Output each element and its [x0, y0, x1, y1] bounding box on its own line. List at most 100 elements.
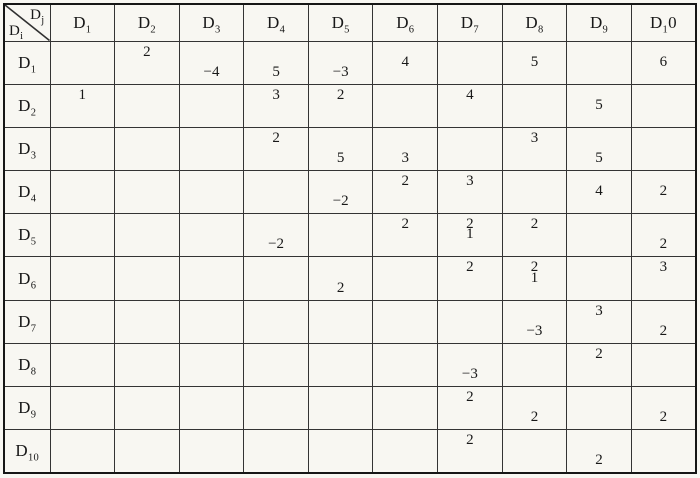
cell-d10-d7: 2	[437, 429, 503, 474]
cell-d6-d10: 3	[630, 256, 697, 301]
cell-value: 5	[595, 96, 603, 113]
cell-d9-d4	[243, 385, 309, 431]
cell-value: 2	[659, 236, 668, 253]
matrix-row-d8: D8 −3 2	[3, 342, 697, 388]
col-header-label: D2	[137, 12, 156, 35]
label-subscript: 5	[344, 24, 350, 36]
cell-d1-d1	[49, 40, 116, 85]
label-subscript: 3	[214, 24, 221, 36]
cell-d4-d9: 4	[566, 170, 632, 215]
col-header-d6: D6	[372, 3, 439, 42]
corner-diagonal-line	[5, 5, 50, 41]
cell-value: 5	[336, 150, 345, 167]
cell-d6-d2	[114, 256, 180, 301]
cell-d9-d5	[307, 385, 374, 431]
cell-value: 2	[466, 432, 474, 449]
corner-col-axis-label: Dj	[30, 7, 45, 26]
cell-value: 2	[143, 43, 151, 60]
cell-d5-d9	[566, 213, 632, 258]
row-header-label: D6	[18, 269, 37, 291]
col-header-d10: D10	[630, 3, 697, 42]
cell-d4-d8	[501, 170, 568, 215]
row-header-label: D10	[15, 441, 39, 463]
cell-d4-d10: 2	[630, 170, 697, 215]
cell-d5-d2	[114, 213, 180, 258]
cell-d8-d7: −3	[437, 342, 503, 388]
cell-value: 5	[530, 53, 539, 70]
cell-value: 2	[466, 259, 474, 276]
cell-d3-d5: 5	[307, 126, 374, 172]
d-matrix-table: Dj Di D1 D2 D3 D4 D5 D6 D7 D8 D9 D10 D1 2 −4 5 −3 4 5 6 D2 1 3…	[3, 3, 697, 474]
cell-d4-d5: −2	[307, 170, 374, 215]
label-base: D	[18, 52, 31, 72]
cell-d1-d4: 5	[243, 40, 309, 85]
col-header-d5: D5	[307, 3, 374, 42]
cell-value: 4	[466, 86, 474, 103]
cell-value: 4	[401, 53, 410, 70]
cell-d7-d4	[243, 299, 309, 344]
cell-d4-d3	[178, 170, 245, 215]
col-header-label: D1	[73, 13, 91, 35]
col-header-label: D4	[267, 13, 286, 36]
cell-d1-d6: 4	[372, 40, 439, 85]
row-header-label: D4	[18, 182, 36, 204]
cell-value: 1	[78, 86, 87, 103]
cell-d2-d1: 1	[49, 83, 116, 128]
label-subscript: j	[41, 15, 45, 26]
cell-value: 2	[401, 173, 410, 190]
cell-value: −2	[332, 193, 349, 210]
label-subscript: 6	[408, 24, 415, 36]
matrix-row-d7: D7 −3 3 2	[3, 299, 697, 344]
cell-d3-d4: 2	[243, 126, 309, 172]
cell-value: 2	[659, 183, 668, 200]
cell-d9-d3	[178, 385, 245, 431]
cell-d4-d4	[243, 170, 309, 215]
cell-value: −2	[268, 236, 285, 253]
label-subscript: 6	[30, 279, 37, 291]
row-header-d10: D10	[3, 429, 51, 474]
cell-d5-d3	[178, 213, 245, 258]
cell-d8-d8	[501, 342, 568, 388]
cell-d10-d9: 2	[566, 429, 632, 474]
cell-value: 2	[659, 322, 668, 339]
col-header-label: D9	[590, 13, 608, 35]
cell-value: 2	[530, 409, 539, 426]
cell-d7-d1	[49, 299, 116, 344]
matrix-row-d4: D4 −2 2 3 4 2	[3, 170, 697, 215]
label-subscript: 9	[30, 409, 37, 421]
cell-d2-d4: 3	[243, 83, 309, 128]
cell-value: 2	[272, 129, 280, 146]
cell-d3-d1	[49, 126, 116, 172]
cell-d2-d7: 4	[437, 83, 503, 128]
label-base: D	[137, 12, 151, 32]
label-base: D	[18, 398, 31, 418]
cell-d5-d1	[49, 213, 116, 258]
cell-d10-d1	[49, 429, 116, 474]
cell-value: 1	[530, 269, 539, 286]
label-base: D	[202, 12, 215, 32]
col-header-d2: D2	[114, 3, 180, 42]
cell-d6-d9	[566, 256, 632, 301]
label-subscript: 5	[30, 236, 37, 248]
cell-value: 2	[595, 452, 603, 468]
cell-d3-d3	[178, 126, 245, 172]
cell-value: 4	[595, 183, 603, 200]
cell-d10-d4	[243, 429, 309, 474]
label-base: D	[396, 12, 409, 32]
label-base: D	[18, 95, 31, 115]
label-subscript: 8	[30, 366, 37, 378]
cell-d4-d7: 3	[437, 170, 503, 215]
matrix-row-d6: D6 2 2 2 1 3	[3, 256, 697, 301]
cell-d8-d9: 2	[566, 342, 632, 388]
col-header-d8: D8	[501, 3, 568, 42]
label-subscript: 1	[30, 63, 37, 75]
cell-value: 3	[466, 173, 474, 190]
cell-d6-d4	[243, 256, 309, 301]
cell-d9-d7: 2	[437, 385, 503, 431]
cell-d5-d8: 2	[501, 213, 568, 258]
label-subscript: 4	[279, 24, 286, 36]
cell-d7-d2	[114, 299, 180, 344]
col-header-d7: D7	[437, 3, 503, 42]
label-base: D	[15, 441, 28, 461]
col-header-label: D10	[650, 13, 677, 35]
